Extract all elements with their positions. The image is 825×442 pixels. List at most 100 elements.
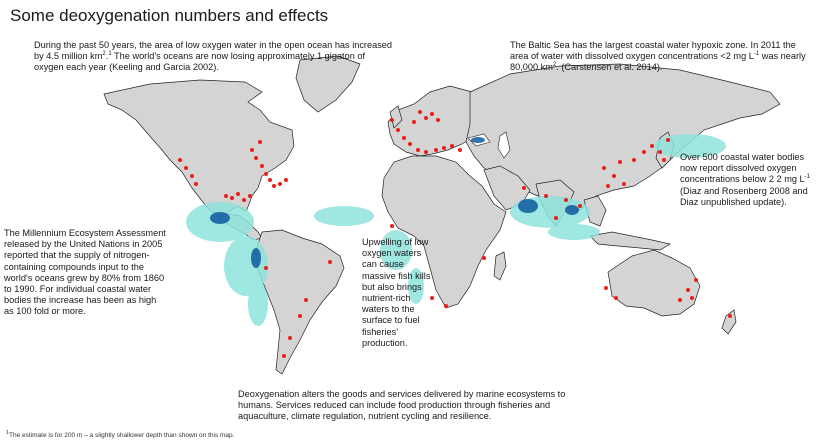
baltic-sea-note: The Baltic Sea has the largest coastal w…	[510, 40, 806, 73]
upwelling-note: Upwelling of low oxygen waters can cause…	[362, 237, 431, 348]
peru-core	[251, 248, 261, 268]
coastal-hypoxia-dot	[444, 304, 448, 308]
coastal-hypoxia-dot	[390, 224, 394, 228]
coastal-hypoxia-dot	[614, 296, 618, 300]
west-africa-low-oxygen-zone	[380, 230, 412, 270]
coastal-hypoxia-dots	[178, 110, 732, 358]
land-uk	[389, 105, 403, 129]
coastal-hypoxia-dot	[618, 160, 622, 164]
coastal-hypoxia-dot	[544, 194, 548, 198]
coastal-hypoxia-dot	[242, 198, 246, 202]
coastal-hypoxia-dot	[694, 278, 698, 282]
dots-east-asia	[602, 138, 670, 188]
coastal-hypoxia-dot	[658, 150, 662, 154]
land-south-america	[255, 229, 345, 375]
coastal-hypoxia-dot	[522, 186, 526, 190]
coastal-hypoxia-dot	[260, 164, 264, 168]
coastal-hypoxia-dot	[190, 174, 194, 178]
coastal-hypoxia-dot	[686, 288, 690, 292]
dots-europe	[390, 110, 462, 154]
coastal-hypoxia-dot	[178, 158, 182, 162]
benguela-low-oxygen-zone	[408, 268, 424, 304]
coastal-hypoxia-dot	[288, 336, 292, 340]
coastal-hypoxia-dot	[396, 128, 400, 132]
coastal-hypoxia-dot	[304, 298, 308, 302]
coastal-hypoxia-dot	[564, 198, 568, 202]
services-note: Deoxygenation alters the goods and servi…	[238, 389, 566, 422]
coastal-hypoxia-dot	[482, 256, 486, 260]
eastern-pacific-low-oxygen-zone	[248, 282, 268, 326]
coastal-hypoxia-dot	[258, 140, 262, 144]
low-oxygen-cores	[210, 137, 579, 268]
coastal-hypoxia-dot	[284, 178, 288, 182]
coastal-hypoxia-dot	[442, 146, 446, 150]
coastal-hypoxia-dot	[194, 182, 198, 186]
black-sea-core	[471, 137, 485, 143]
coastal-hypoxia-dot	[458, 148, 462, 152]
coastal-hypoxia-dot	[728, 314, 732, 318]
bay-of-bengal-core	[565, 205, 579, 215]
coastal-hypoxia-dot	[416, 148, 420, 152]
coastal-hypoxia-dot	[254, 156, 258, 160]
dots-south-america	[264, 260, 332, 358]
coastal-hypoxia-dot	[612, 174, 616, 178]
footnote: 1The estimate is for 200 m – a slightly …	[6, 430, 235, 440]
land-africa	[381, 155, 507, 309]
land-greenland	[295, 55, 361, 113]
coastal-hypoxia-dot	[604, 286, 608, 290]
coastal-hypoxia-dot	[606, 184, 610, 188]
coastal-hypoxia-dot	[430, 112, 434, 116]
page-title: Some deoxygenation numbers and effects	[10, 6, 329, 25]
coastal-hypoxia-dot	[264, 266, 268, 270]
coastal-hypoxia-dot	[650, 144, 654, 148]
coastal-hypoxia-dot	[662, 158, 666, 162]
coastal-hypoxia-dot	[268, 178, 272, 182]
coastal-hypoxia-dot	[666, 138, 670, 142]
coastal-hypoxia-dot	[230, 196, 234, 200]
dots-australia-nz	[604, 278, 732, 318]
coastal-hypoxia-dot	[436, 118, 440, 122]
coastal-hypoxia-dot	[622, 182, 626, 186]
coastal-hypoxia-dot	[554, 216, 558, 220]
coastal-hypoxia-dot	[328, 260, 332, 264]
north-pacific-low-oxygen-zone	[654, 134, 726, 158]
coastal-hypoxia-dot	[642, 150, 646, 154]
coastal-hypoxia-dot	[632, 158, 636, 162]
millennium-assessment-note: The Millennium Ecosystem Assessment rele…	[4, 228, 166, 317]
coastal-hypoxia-dot	[298, 314, 302, 318]
coastal-hypoxia-dot	[264, 172, 268, 176]
arabian-sea-core	[518, 199, 538, 213]
land-arabia	[483, 165, 531, 211]
land-southeast-asia	[583, 195, 607, 227]
land-north-america	[103, 79, 295, 215]
indian-ocean-low-oxygen-zone	[548, 224, 600, 240]
coastal-hypoxia-dot	[430, 296, 434, 300]
coastal-hypoxia-dot	[278, 182, 282, 186]
land-madagascar	[493, 251, 507, 281]
coastal-hypoxia-dot	[424, 150, 428, 154]
dots-africa	[390, 224, 486, 308]
dots-gulf-of-mexico	[224, 192, 252, 202]
coastal-hypoxia-dot	[578, 204, 582, 208]
coastal-hypoxia-dot	[412, 120, 416, 124]
land-australia	[607, 249, 701, 317]
land-indonesia	[589, 231, 671, 251]
coastal-hypoxia-dot	[390, 118, 394, 122]
coastal-hypoxia-dot	[282, 354, 286, 358]
coastal-hypoxia-dot	[690, 296, 694, 300]
coastal-hypoxia-dot	[250, 148, 254, 152]
caspian-sea	[497, 131, 511, 159]
coastal-hypoxia-dot	[224, 194, 228, 198]
atlantic-low-oxygen-zone	[314, 206, 374, 226]
coastal-hypoxia-dot	[272, 184, 276, 188]
coastal-hypoxia-dot	[408, 142, 412, 146]
dots-us-west-coast	[178, 158, 198, 186]
coastal-hypoxia-dot	[236, 192, 240, 196]
coastal-hypoxia-dot	[402, 136, 406, 140]
eastern-pacific-core	[210, 212, 230, 224]
dots-south-asia	[522, 186, 582, 220]
coastal-hypoxia-dot	[602, 166, 606, 170]
coastal-hypoxia-dot	[184, 166, 188, 170]
coastal-hypoxia-dot	[418, 110, 422, 114]
